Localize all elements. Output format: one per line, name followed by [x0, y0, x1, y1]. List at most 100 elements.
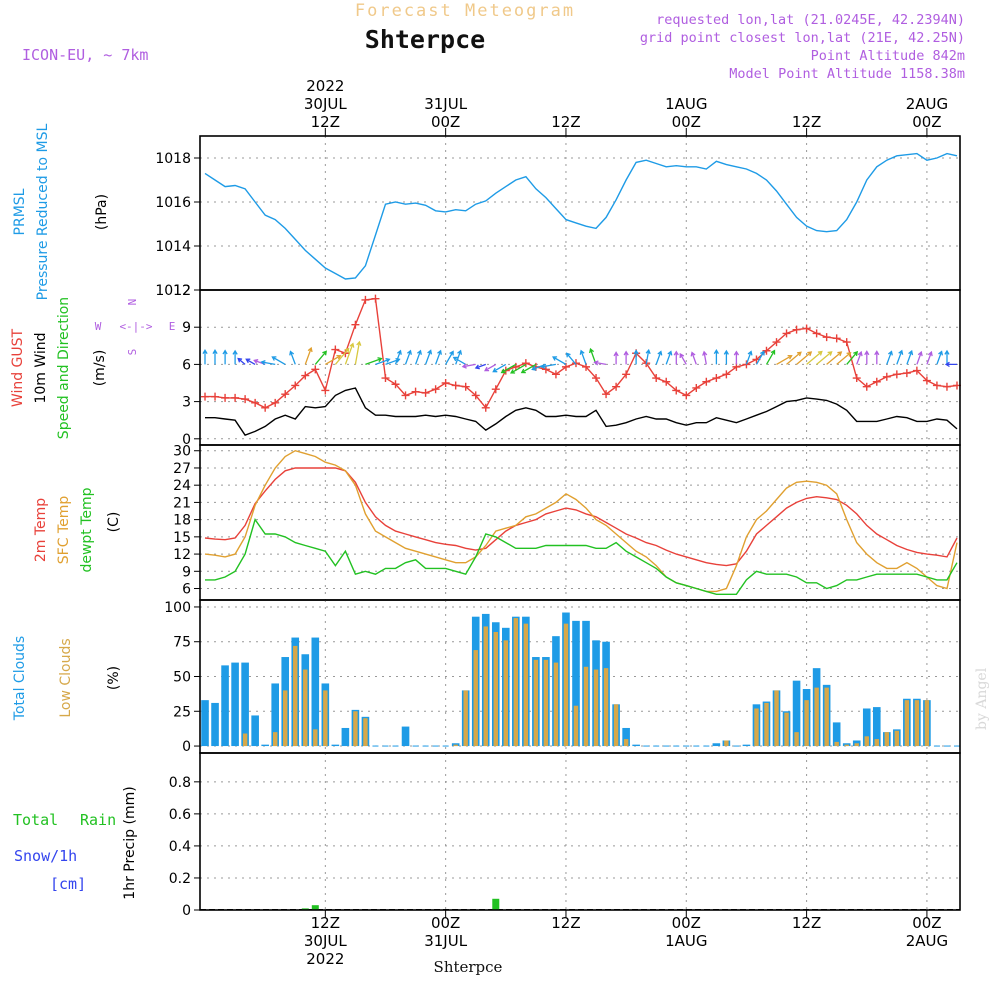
wind-direction-arrow — [552, 356, 567, 365]
gust-marker — [902, 369, 911, 378]
low-clouds-bar — [523, 623, 529, 747]
wind-direction-arrow — [375, 357, 391, 366]
wind-direction-arrow — [271, 356, 286, 365]
total-clouds-bar — [201, 700, 209, 747]
wind-direction-arrow — [222, 349, 228, 365]
bottom-time-label: 12Z — [311, 914, 340, 932]
low-clouds-bar — [573, 705, 579, 747]
low-clouds-bar — [553, 662, 559, 747]
top-time-label: 00Z — [431, 113, 460, 131]
wind-panel-labels: Wind GUST 10m Wind Speed and Direction (… — [10, 297, 108, 439]
low-clouds-bar — [513, 618, 519, 747]
wind-direction-arrow — [324, 354, 342, 365]
y-tick-label: 27 — [173, 461, 191, 477]
wind-direction-arrow — [414, 349, 422, 365]
panel-frame — [199, 135, 961, 291]
gust-marker — [241, 395, 250, 404]
wind-direction-arrow — [314, 350, 328, 365]
wind-direction-arrow — [690, 351, 697, 365]
wind-direction-arrow — [394, 349, 402, 365]
top-time-label: 1AUG — [665, 95, 707, 113]
low-clouds-bar — [543, 659, 549, 747]
gust-marker — [281, 390, 290, 399]
wind-direction-arrow — [633, 349, 639, 365]
total-clouds-bar — [221, 665, 229, 747]
gust-marker — [371, 294, 380, 303]
low-clouds-bar — [583, 666, 589, 747]
y-tick-label: 24 — [173, 478, 191, 494]
wind-direction-arrow — [484, 363, 497, 372]
bottom-time-label: 2022 — [306, 950, 344, 968]
gust-marker — [521, 359, 530, 368]
gust-marker — [832, 334, 841, 343]
wind-direction-arrow — [509, 363, 527, 374]
gust-marker — [872, 377, 881, 386]
low-clouds-bar — [283, 690, 288, 747]
gust-marker — [802, 324, 811, 333]
low-clouds-bar — [613, 704, 619, 747]
gust-marker — [842, 338, 851, 347]
wind-direction-arrow — [500, 363, 517, 374]
compass-south: S — [126, 349, 139, 356]
bottom-time-label: 2AUG — [906, 932, 948, 950]
gust-marker — [491, 385, 500, 394]
series-line-dewpt-temp — [205, 518, 958, 595]
bottom-time-label: 12Z — [551, 914, 580, 932]
total-clouds-bar — [742, 744, 751, 747]
wind-direction-arrow — [655, 350, 663, 365]
gust-marker — [612, 382, 621, 391]
low-clouds-bar — [784, 712, 789, 747]
total-clouds-bar — [251, 715, 259, 747]
wind-direction-arrow — [702, 350, 708, 365]
wind-gust-label: Wind GUST — [10, 328, 26, 407]
low-clouds-bar — [884, 732, 890, 747]
low-clouds-bar — [754, 708, 759, 747]
total-clouds-bar — [832, 722, 841, 747]
gust-marker — [201, 392, 210, 401]
precip-cm-label: [cm] — [50, 875, 86, 893]
wind-direction-arrow — [755, 350, 765, 365]
point-altitude: Point Altitude 842m — [811, 48, 965, 64]
gust-marker — [551, 370, 560, 379]
gust-marker — [762, 346, 771, 355]
temp-sfc-label: SFC Temp — [56, 496, 72, 565]
low-clouds-bar — [764, 702, 769, 747]
top-time-label: 30JUL — [304, 95, 347, 113]
low-clouds-bar — [854, 743, 859, 747]
low-clouds-bar — [774, 690, 779, 747]
gust-marker — [481, 403, 490, 412]
low-clouds-label: Low Clouds — [58, 638, 74, 717]
y-tick-label: 25 — [173, 704, 191, 720]
wind-direction-arrow — [906, 349, 914, 365]
low-clouds-bar — [593, 669, 599, 747]
low-clouds-bar — [483, 626, 488, 747]
low-clouds-bar — [824, 687, 829, 747]
wind-direction-arrow — [786, 351, 802, 365]
low-clouds-bar — [303, 669, 308, 747]
bottom-time-label: 30JUL — [304, 932, 347, 950]
gust-marker — [652, 374, 661, 383]
low-clouds-bar — [363, 718, 368, 747]
wind-direction-arrow — [886, 350, 893, 365]
total-clouds-bar — [241, 662, 249, 747]
low-clouds-bar — [924, 700, 930, 747]
gust-marker — [251, 398, 260, 407]
y-tick-label: 0.4 — [169, 839, 191, 855]
low-clouds-bar — [463, 690, 468, 747]
wind-direction-arrow — [679, 352, 687, 365]
wind-direction-arrow — [944, 361, 957, 368]
gust-marker — [351, 320, 360, 329]
y-tick-label: 0 — [182, 903, 191, 919]
series-line-10m-wind — [205, 387, 958, 436]
wind-compass: N S W E <-|-> — [95, 299, 176, 356]
wind-direction-arrow — [344, 342, 355, 365]
total-clouds-bar — [211, 702, 219, 747]
y-tick-label: 9 — [182, 564, 191, 580]
gust-marker — [932, 381, 941, 390]
top-time-label: 12Z — [792, 113, 821, 131]
gust-marker — [271, 398, 280, 407]
series-line-2m-temp — [204, 467, 958, 567]
rain-bar — [311, 905, 319, 910]
top-time-label: 31JUL — [424, 95, 467, 113]
wind-direction-arrow — [461, 363, 476, 369]
